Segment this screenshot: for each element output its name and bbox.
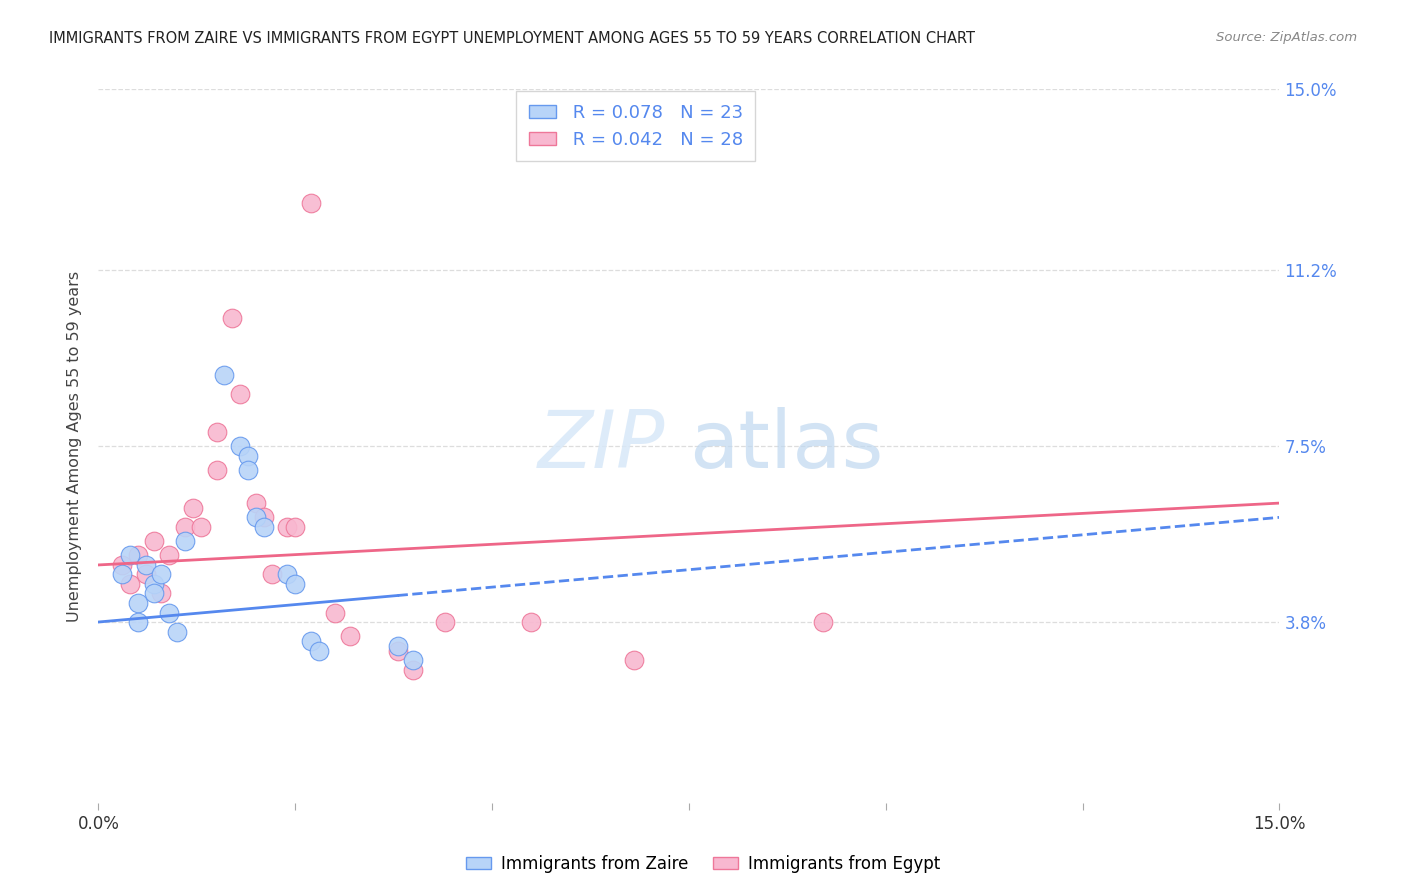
Point (245, 496, 267, 510)
Legend:  R = 0.078   N = 23,  R = 0.042   N = 28: R = 0.078 N = 23, R = 0.042 N = 28 (516, 91, 755, 161)
Point (174, 520, 197, 534)
Point (221, 310, 243, 325)
Point (229, 386, 252, 401)
Point (135, 558, 157, 572)
Point (433, 615, 456, 629)
Point (166, 624, 188, 639)
Point (118, 549, 141, 563)
Point (402, 663, 425, 677)
Point (142, 534, 165, 549)
Point (157, 606, 180, 620)
Point (623, 653, 645, 667)
Y-axis label: Unemployment Among Ages 55 to 59 years: Unemployment Among Ages 55 to 59 years (67, 270, 83, 622)
Point (276, 567, 298, 582)
Point (150, 567, 173, 582)
Text: Source: ZipAtlas.com: Source: ZipAtlas.com (1216, 31, 1357, 45)
Text: IMMIGRANTS FROM ZAIRE VS IMMIGRANTS FROM EGYPT UNEMPLOYMENT AMONG AGES 55 TO 59 : IMMIGRANTS FROM ZAIRE VS IMMIGRANTS FROM… (49, 31, 976, 46)
Point (253, 520, 276, 534)
Point (127, 549, 149, 563)
Point (520, 615, 543, 629)
Legend: Immigrants from Zaire, Immigrants from Egypt: Immigrants from Zaire, Immigrants from E… (458, 848, 948, 880)
Point (299, 196, 322, 211)
Point (205, 463, 228, 477)
Point (284, 520, 307, 534)
Point (260, 567, 283, 582)
Point (205, 425, 228, 439)
Point (276, 520, 298, 534)
Point (323, 606, 346, 620)
Point (142, 577, 165, 591)
Point (157, 549, 180, 563)
Point (127, 615, 149, 629)
Point (111, 567, 134, 582)
Point (387, 639, 409, 653)
Text: atlas: atlas (689, 407, 883, 485)
Point (174, 534, 197, 549)
Point (284, 577, 307, 591)
Point (150, 586, 173, 600)
Point (811, 615, 834, 629)
Point (236, 463, 259, 477)
Point (111, 558, 134, 572)
Text: ZIP: ZIP (538, 407, 665, 485)
Point (135, 567, 157, 582)
Point (253, 510, 276, 524)
Point (142, 586, 165, 600)
Point (229, 439, 252, 453)
Point (308, 643, 330, 657)
Point (402, 653, 425, 667)
Point (299, 634, 322, 648)
Point (190, 520, 212, 534)
Point (236, 449, 259, 463)
Point (387, 643, 409, 657)
Point (339, 629, 361, 643)
Point (214, 368, 236, 382)
Point (245, 510, 267, 524)
Point (118, 577, 141, 591)
Point (181, 500, 204, 515)
Point (127, 596, 149, 610)
